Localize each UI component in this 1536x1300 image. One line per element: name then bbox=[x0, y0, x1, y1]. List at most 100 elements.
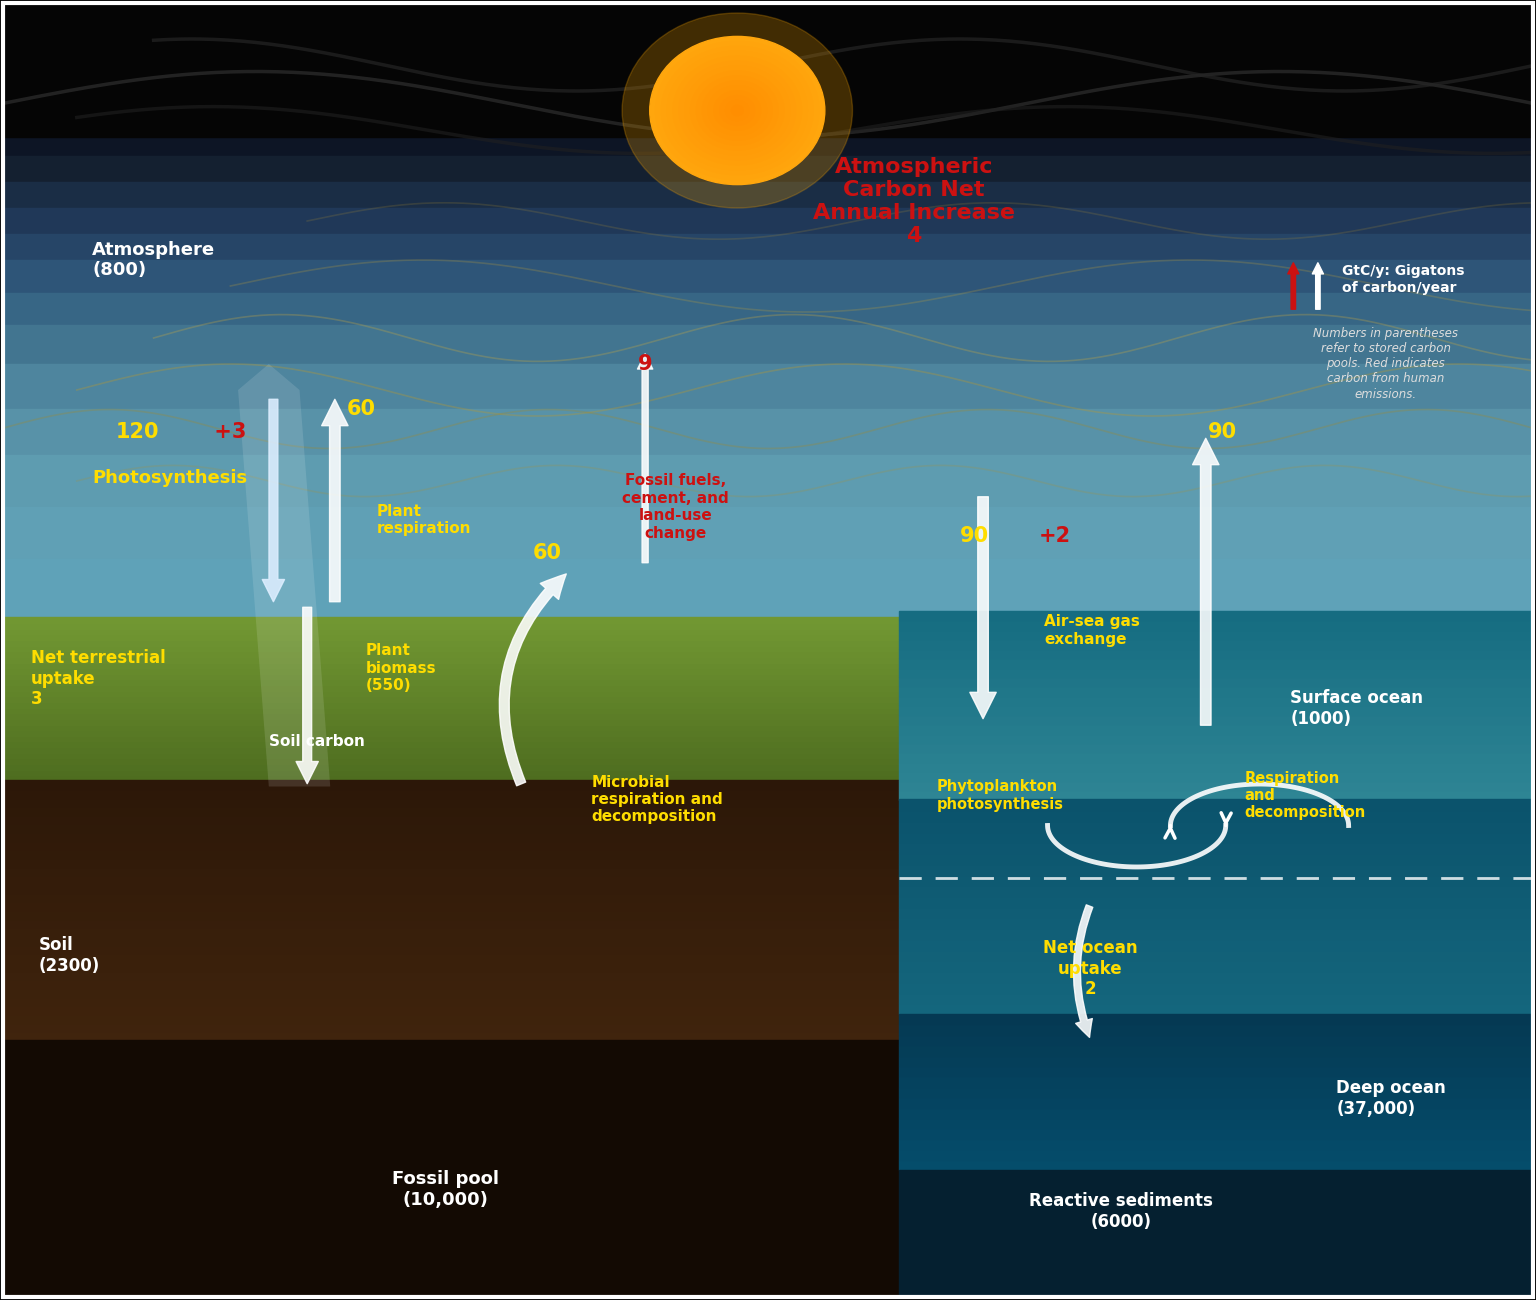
Bar bbox=[0, 979, 899, 988]
Bar bbox=[0, 208, 1536, 234]
Text: Net terrestrial
uptake
3: Net terrestrial uptake 3 bbox=[31, 649, 166, 709]
Bar bbox=[899, 1014, 1536, 1024]
Bar bbox=[899, 715, 1536, 724]
Bar bbox=[899, 822, 1536, 832]
Text: Plant
respiration: Plant respiration bbox=[376, 504, 472, 536]
Bar bbox=[899, 1118, 1536, 1128]
Bar bbox=[899, 1139, 1536, 1149]
Text: 90: 90 bbox=[960, 525, 989, 546]
Text: +2: +2 bbox=[1038, 525, 1071, 546]
Bar bbox=[899, 1108, 1536, 1118]
Bar bbox=[899, 928, 1536, 939]
Bar bbox=[899, 1035, 1536, 1045]
Bar bbox=[899, 686, 1536, 696]
Bar bbox=[0, 953, 899, 962]
Text: Fossil fuels,
cement, and
land-use
change: Fossil fuels, cement, and land-use chang… bbox=[622, 473, 730, 541]
Bar bbox=[0, 724, 899, 731]
Bar bbox=[899, 800, 1536, 810]
Polygon shape bbox=[238, 364, 330, 786]
Bar bbox=[0, 1031, 899, 1040]
Text: Phytoplankton
photosynthesis: Phytoplankton photosynthesis bbox=[937, 780, 1064, 811]
Bar bbox=[0, 832, 899, 841]
Bar bbox=[0, 919, 899, 927]
Bar bbox=[0, 673, 899, 680]
Bar bbox=[899, 1066, 1536, 1076]
Bar bbox=[0, 781, 899, 786]
Bar bbox=[0, 736, 899, 741]
Bar bbox=[899, 677, 1536, 686]
Bar bbox=[0, 640, 899, 646]
Bar bbox=[0, 789, 899, 797]
Bar bbox=[0, 646, 899, 651]
Text: Respiration
and
decomposition: Respiration and decomposition bbox=[1244, 771, 1366, 820]
Bar bbox=[899, 1056, 1536, 1066]
Circle shape bbox=[725, 100, 750, 121]
Bar bbox=[0, 893, 899, 901]
Bar bbox=[0, 680, 899, 685]
Bar bbox=[0, 410, 1536, 455]
Text: Air-sea gas
exchange: Air-sea gas exchange bbox=[1044, 615, 1140, 646]
Bar bbox=[0, 770, 899, 775]
Circle shape bbox=[679, 61, 796, 160]
Bar bbox=[0, 697, 899, 702]
Bar bbox=[899, 762, 1536, 771]
Text: Numbers in parentheses
refer to stored carbon
pools. Red indicates
carbon from h: Numbers in parentheses refer to stored c… bbox=[1313, 328, 1458, 400]
Bar bbox=[899, 771, 1536, 780]
Bar bbox=[0, 945, 899, 953]
Text: Microbial
respiration and
decomposition: Microbial respiration and decomposition bbox=[591, 775, 723, 824]
Bar bbox=[899, 939, 1536, 949]
Bar bbox=[0, 858, 899, 867]
Bar bbox=[899, 696, 1536, 705]
Circle shape bbox=[667, 51, 808, 170]
Text: GtC/y: Gigatons
of carbon/year: GtC/y: Gigatons of carbon/year bbox=[1342, 264, 1465, 295]
Bar bbox=[899, 611, 1536, 620]
Bar bbox=[0, 901, 899, 910]
Bar bbox=[899, 1170, 1536, 1300]
Bar bbox=[899, 949, 1536, 961]
Bar bbox=[0, 559, 1536, 624]
Bar bbox=[899, 1160, 1536, 1170]
Circle shape bbox=[650, 36, 825, 185]
Bar bbox=[899, 790, 1536, 800]
Bar bbox=[0, 875, 899, 884]
Bar bbox=[0, 260, 1536, 292]
Bar bbox=[0, 997, 899, 1005]
Bar bbox=[899, 705, 1536, 715]
Bar bbox=[0, 758, 899, 764]
Bar bbox=[899, 649, 1536, 658]
Bar bbox=[0, 1014, 899, 1023]
Bar bbox=[899, 885, 1536, 896]
Bar bbox=[899, 658, 1536, 668]
Bar bbox=[0, 927, 899, 936]
Text: 9: 9 bbox=[637, 354, 653, 374]
Bar bbox=[0, 651, 899, 656]
Bar bbox=[899, 1087, 1536, 1097]
Circle shape bbox=[731, 105, 743, 116]
Bar bbox=[899, 1045, 1536, 1056]
Bar bbox=[0, 156, 1536, 182]
Bar bbox=[899, 1024, 1536, 1035]
Bar bbox=[0, 618, 899, 623]
Bar bbox=[0, 656, 899, 663]
Circle shape bbox=[622, 13, 852, 208]
Bar bbox=[0, 634, 899, 640]
Bar bbox=[899, 993, 1536, 1004]
Bar bbox=[0, 971, 899, 979]
Bar bbox=[899, 640, 1536, 649]
Bar bbox=[899, 753, 1536, 762]
Bar bbox=[899, 1076, 1536, 1087]
Bar bbox=[0, 841, 899, 849]
Bar bbox=[0, 741, 899, 747]
Text: Reactive sediments
(6000): Reactive sediments (6000) bbox=[1029, 1192, 1213, 1231]
Bar bbox=[899, 630, 1536, 640]
Bar bbox=[0, 623, 899, 629]
Bar bbox=[0, 292, 1536, 325]
Circle shape bbox=[702, 81, 773, 140]
Bar bbox=[0, 731, 899, 736]
Bar bbox=[0, 707, 899, 714]
Text: 60: 60 bbox=[347, 399, 375, 420]
Text: Soil
(2300): Soil (2300) bbox=[38, 936, 100, 975]
Bar bbox=[0, 936, 899, 945]
Circle shape bbox=[691, 72, 783, 150]
Text: Atmospheric
Carbon Net
Annual Increase
4: Atmospheric Carbon Net Annual Increase 4 bbox=[813, 157, 1015, 246]
